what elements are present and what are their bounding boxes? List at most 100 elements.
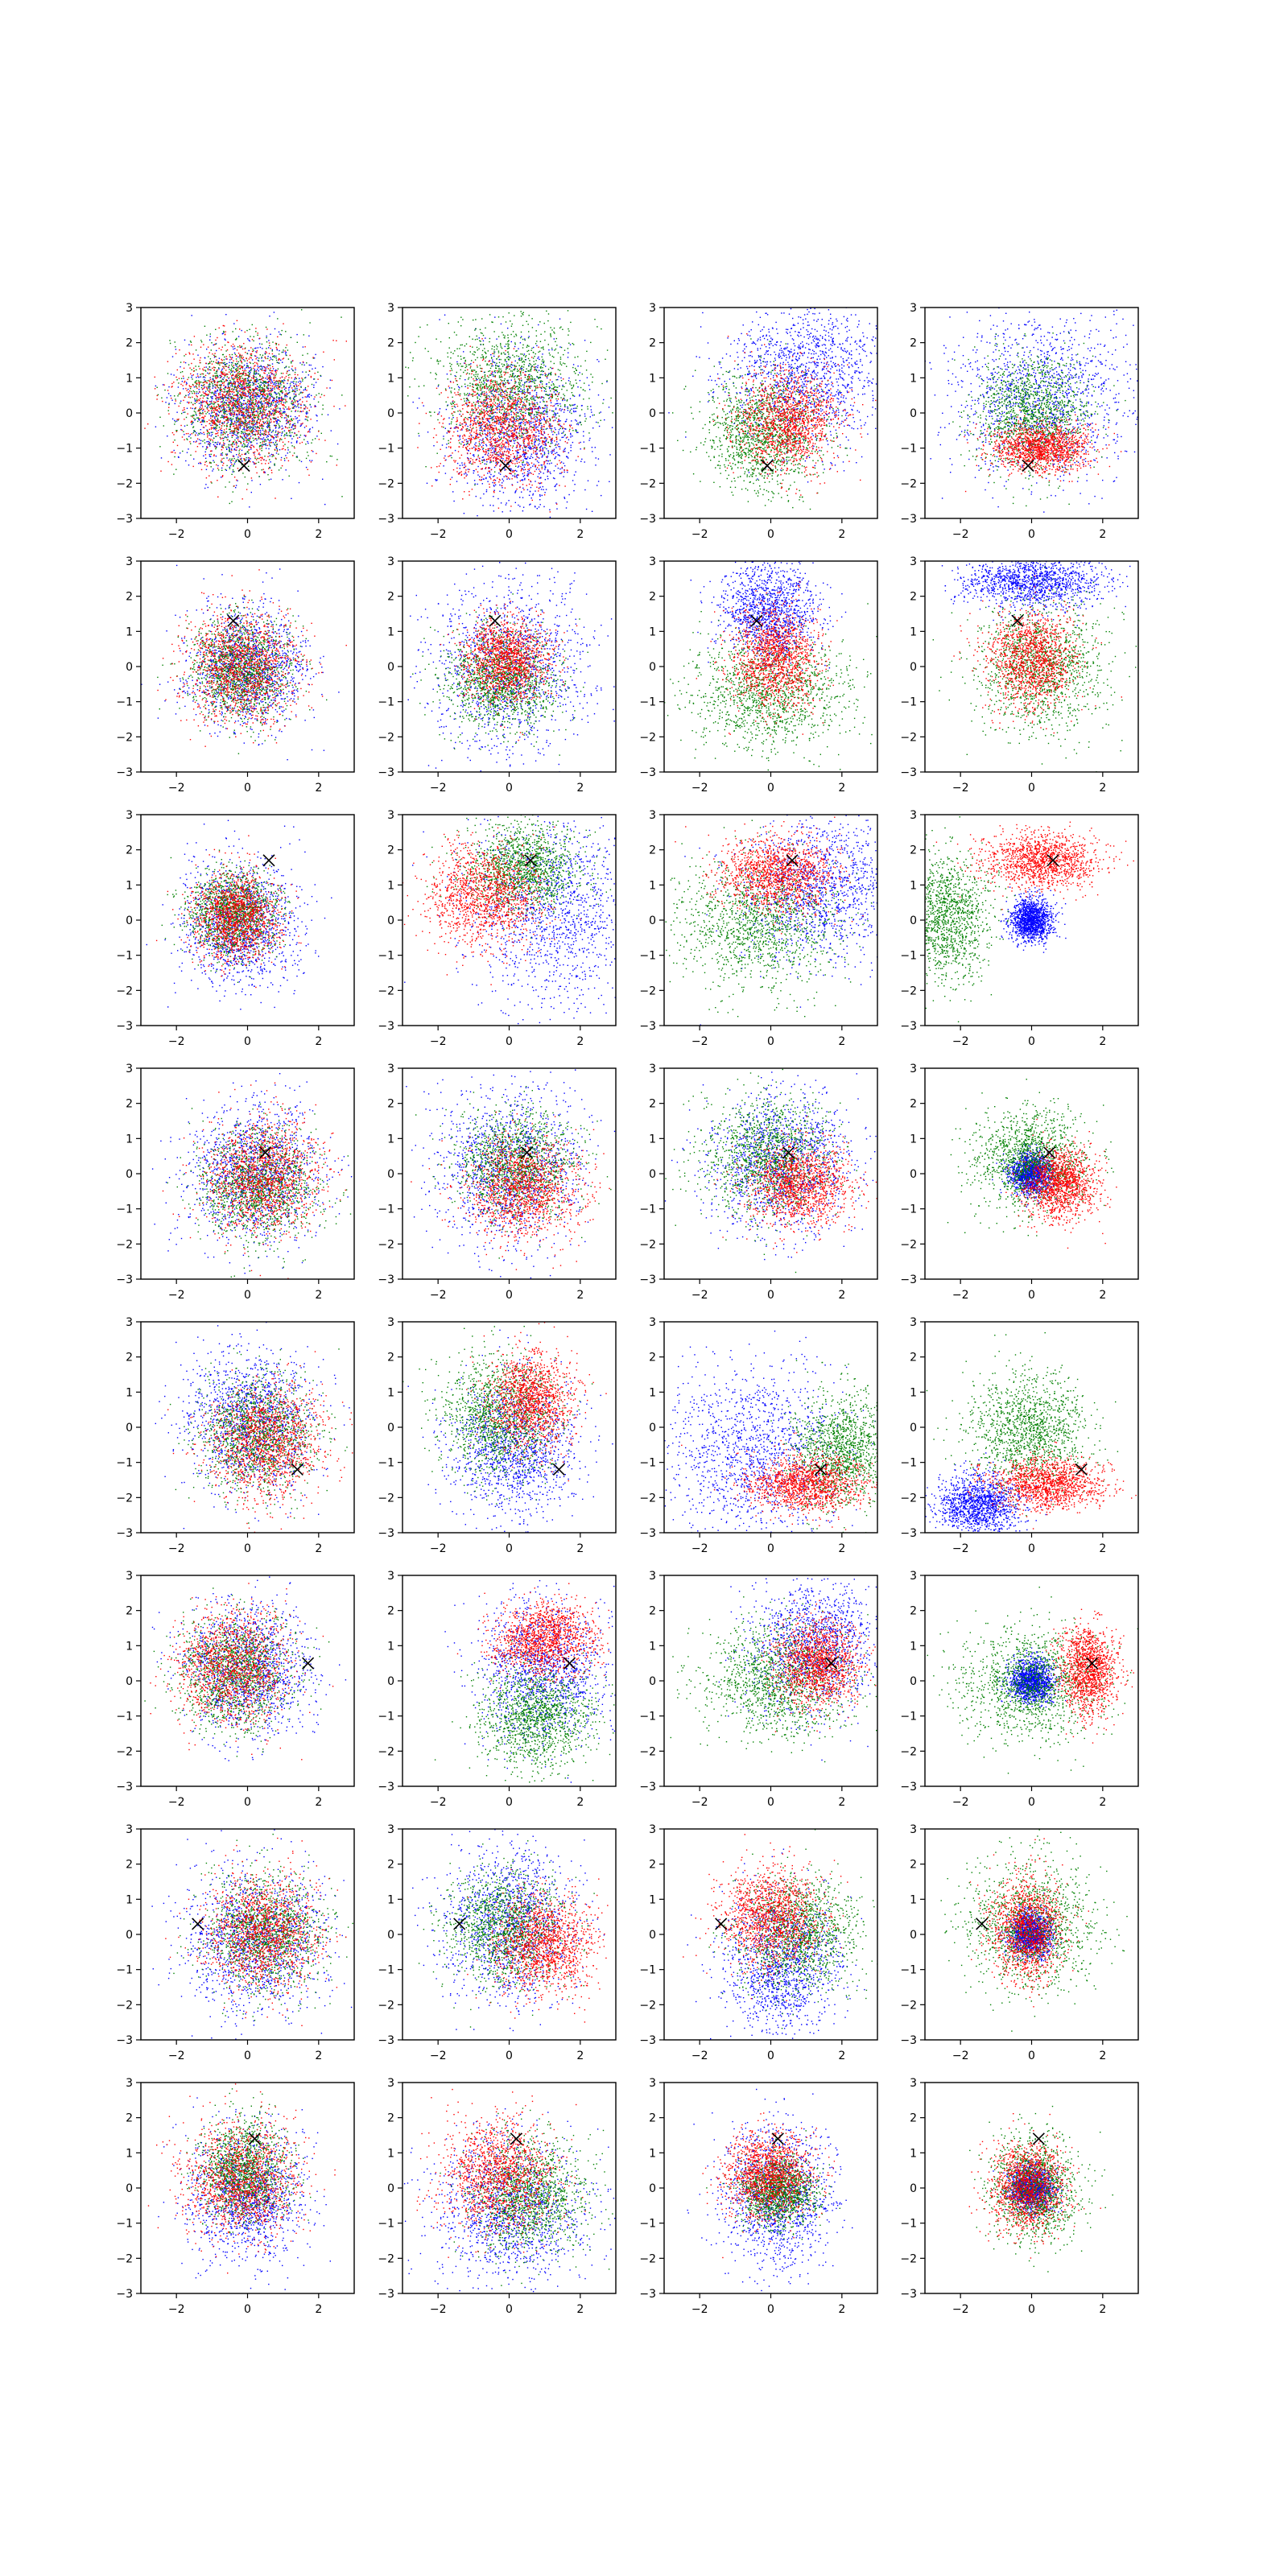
- point-blue: [559, 346, 560, 347]
- point-green: [227, 390, 228, 391]
- point-red: [261, 463, 262, 464]
- point-blue: [188, 436, 189, 437]
- point-blue: [247, 444, 248, 445]
- point-red: [238, 366, 239, 367]
- point-green: [239, 397, 240, 398]
- point-blue: [568, 494, 569, 495]
- point-green: [195, 411, 196, 412]
- point-blue: [486, 461, 487, 462]
- point-red: [205, 425, 206, 426]
- point-green: [235, 354, 236, 355]
- point-blue: [296, 388, 297, 389]
- point-green: [193, 426, 194, 427]
- point-green: [209, 366, 210, 367]
- point-blue: [307, 441, 308, 442]
- y-tick-label: 1: [126, 372, 133, 385]
- point-green: [285, 390, 286, 391]
- point-blue: [304, 435, 305, 436]
- point-blue: [492, 360, 493, 361]
- point-red: [214, 382, 215, 383]
- point-blue: [570, 436, 571, 437]
- point-blue: [268, 448, 269, 449]
- point-green: [201, 341, 202, 342]
- point-red: [203, 391, 204, 392]
- point-red: [236, 425, 237, 426]
- point-red: [251, 357, 252, 358]
- series-red: [144, 320, 347, 500]
- point-blue: [596, 422, 597, 423]
- point-blue: [491, 416, 492, 417]
- point-red: [241, 443, 242, 444]
- point-green: [223, 413, 224, 414]
- point-red: [256, 449, 257, 450]
- point-red: [226, 358, 227, 359]
- point-blue: [219, 412, 220, 413]
- point-blue: [584, 414, 585, 415]
- point-red: [204, 464, 205, 465]
- point-green: [321, 414, 322, 415]
- point-blue: [229, 359, 230, 360]
- point-green: [306, 372, 307, 373]
- point-green: [215, 436, 216, 437]
- point-blue: [219, 375, 220, 376]
- point-blue: [259, 343, 260, 344]
- point-blue: [247, 418, 248, 419]
- point-red: [212, 368, 213, 369]
- point-red: [248, 390, 249, 391]
- point-blue: [533, 422, 534, 423]
- point-red: [255, 439, 256, 440]
- point-red: [240, 354, 241, 355]
- point-blue: [235, 435, 236, 436]
- point-blue: [330, 380, 331, 381]
- point-green: [256, 379, 257, 380]
- point-red: [179, 406, 180, 407]
- point-green: [255, 377, 256, 378]
- point-blue: [311, 395, 312, 396]
- point-blue: [573, 405, 574, 406]
- point-green: [180, 372, 181, 373]
- point-red: [252, 339, 253, 340]
- point-green: [271, 402, 272, 403]
- point-blue: [198, 463, 199, 464]
- point-blue: [200, 429, 201, 430]
- point-red: [246, 414, 247, 415]
- point-red: [241, 419, 242, 420]
- point-green: [260, 402, 261, 403]
- point-blue: [559, 319, 560, 320]
- point-blue: [200, 401, 201, 402]
- point-blue: [534, 442, 535, 443]
- point-red: [203, 409, 204, 410]
- point-blue: [577, 432, 578, 433]
- point-blue: [257, 381, 258, 382]
- point-blue: [245, 415, 246, 416]
- point-blue: [195, 401, 196, 402]
- point-red: [234, 406, 235, 407]
- point-red: [179, 349, 180, 350]
- point-blue: [211, 432, 212, 433]
- point-red: [236, 444, 237, 445]
- point-blue: [590, 406, 591, 407]
- point-red: [226, 393, 227, 394]
- point-green: [269, 459, 270, 460]
- point-blue: [231, 421, 232, 422]
- point-red: [245, 352, 246, 353]
- point-blue: [544, 465, 545, 466]
- point-red: [306, 416, 307, 417]
- point-red: [188, 392, 189, 393]
- point-blue: [519, 417, 520, 418]
- point-green: [177, 395, 178, 396]
- point-green: [238, 446, 239, 447]
- point-red: [248, 415, 249, 416]
- point-blue: [262, 403, 263, 404]
- point-red: [222, 366, 223, 367]
- point-red: [209, 373, 210, 374]
- point-red: [333, 406, 334, 407]
- point-blue: [470, 363, 471, 364]
- point-blue: [451, 455, 452, 456]
- point-green: [306, 362, 307, 363]
- point-blue: [277, 419, 278, 420]
- point-blue: [490, 391, 491, 392]
- point-blue: [571, 409, 572, 410]
- point-blue: [522, 488, 523, 489]
- point-blue: [205, 391, 206, 392]
